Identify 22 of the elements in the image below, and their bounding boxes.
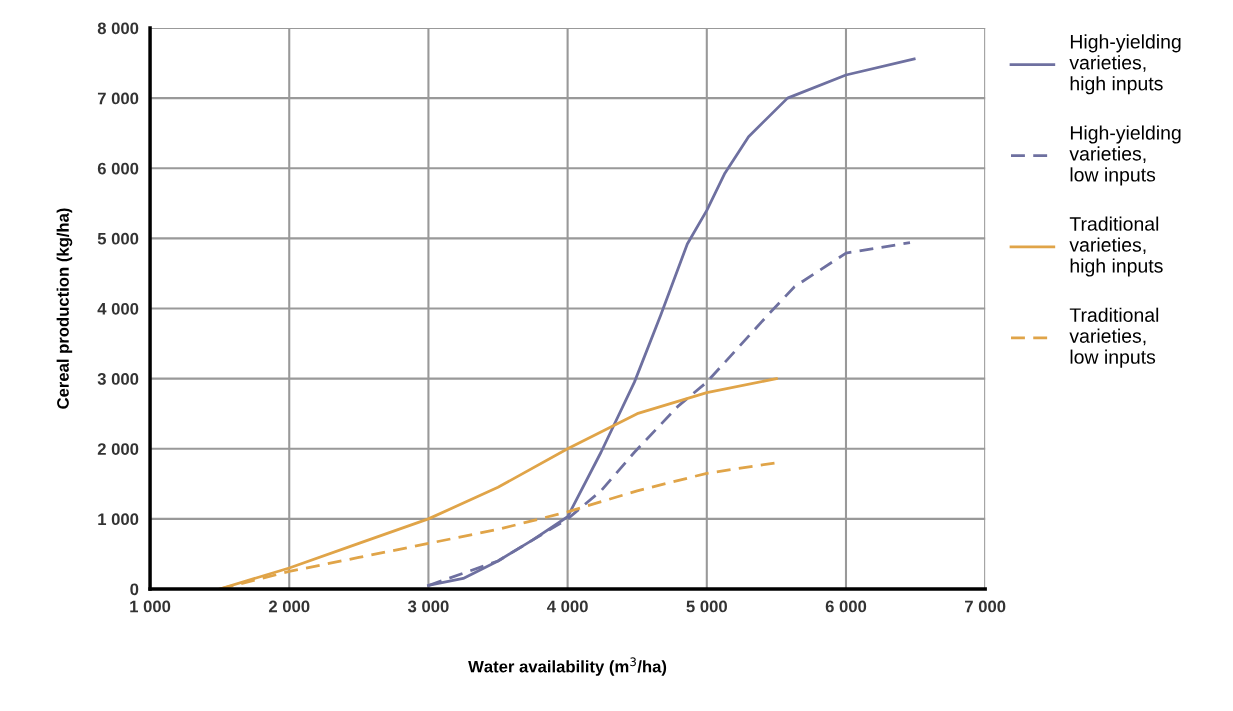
y-axis-title: Cereal production (kg/ha) [56,208,73,409]
y-tick-label: 2 000 [97,443,139,455]
x-tick-label: 5 000 [686,600,727,613]
y-tick-label: 5 000 [97,232,139,245]
x-tick-label: 6 000 [825,600,867,613]
y-tick-label: 8 000 [97,22,139,35]
y-tick-label: 0 [130,583,139,596]
legend-label: Traditional varieties, low inputs [1069,307,1159,368]
x-tick-label: 2 000 [268,600,310,613]
y-tick-label: 1 000 [98,513,139,526]
x-axis-title: Water availability (m$^{3}$/ha) [468,657,667,676]
x-tick-label: 3 000 [407,600,449,613]
legend-label: High-yielding varieties, low inputs [1069,125,1181,186]
x-tick-label: 1 000 [130,600,171,613]
legend-label: High-yielding varieties, high inputs [1069,34,1181,95]
x-tick-label: 4 000 [547,600,588,613]
y-tick-label: 7 000 [97,92,139,105]
y-tick-label: 6 000 [97,162,139,175]
y-tick-label: 4 000 [97,302,139,315]
x-tick-label: 7 000 [965,600,1006,613]
y-tick-label: 3 000 [97,373,139,385]
legend-label: Traditional varieties, high inputs [1069,216,1163,277]
